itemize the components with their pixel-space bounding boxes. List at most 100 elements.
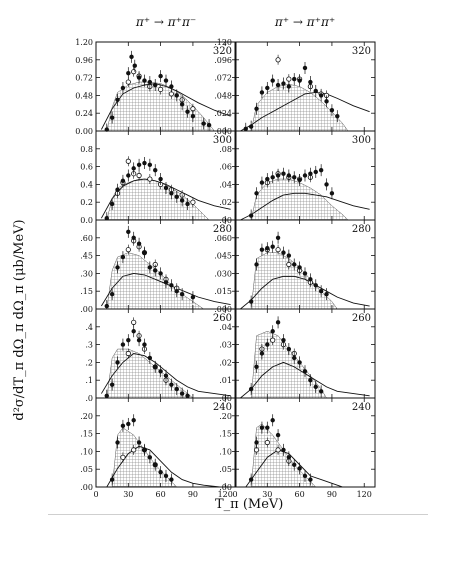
data-point-filled	[308, 477, 313, 482]
data-point-filled	[147, 162, 153, 168]
x-tick-label: 60	[295, 490, 305, 499]
data-point-filled	[297, 265, 302, 270]
data-point-filled	[179, 291, 185, 297]
data-point-filled	[275, 173, 281, 178]
data-point-filled	[313, 88, 318, 94]
data-point-filled	[126, 421, 131, 427]
data-point-filled	[297, 78, 302, 83]
data-point-filled	[265, 342, 270, 347]
data-point-filled	[286, 346, 292, 352]
data-point-filled	[270, 329, 275, 334]
y-tick-label: 0.72	[75, 74, 93, 83]
data-point-filled	[248, 124, 254, 129]
data-point-filled	[153, 462, 158, 467]
data-point-filled	[185, 393, 190, 398]
x-tick-label: 30	[123, 490, 133, 499]
data-point-filled	[147, 265, 153, 270]
column-title-right: π⁺ → π⁺π⁺	[274, 15, 335, 29]
y-tick-label: 0.48	[75, 91, 93, 100]
data-point-filled	[104, 303, 109, 309]
energy-label: 320	[213, 46, 232, 57]
panel-pim-320: 0.00 0.24 0.48 0.72 0.96 1.20 320	[75, 38, 237, 136]
data-point-filled	[147, 79, 153, 85]
y-tick-label: .04	[219, 180, 232, 189]
model-curve	[240, 91, 370, 132]
data-point-filled	[324, 182, 329, 187]
y-tick-label: .045	[214, 252, 232, 261]
data-point-filled	[281, 171, 286, 176]
data-point-filled	[136, 75, 142, 80]
y-tick-label: .05	[219, 465, 232, 474]
y-tick-label: .05	[80, 465, 93, 474]
y-tick-label: .04	[219, 323, 232, 332]
panel-pim-260: .0 .1 .2 .3 .4 260	[85, 308, 237, 403]
panels: 0.000.240.480.720.961.20320.000.024.048.…	[75, 38, 376, 499]
y-tick-label: .02	[219, 198, 232, 207]
y-tick-label: .10	[80, 447, 93, 456]
y-tick-label: .072	[214, 74, 232, 83]
energy-label: 240	[213, 402, 232, 413]
y-tick-label: .45	[80, 252, 93, 261]
data-point-filled	[126, 337, 131, 343]
y-tick-label: 0.6	[80, 163, 93, 172]
y-tick-label: .02	[219, 358, 232, 367]
data-point-filled	[131, 235, 136, 240]
data-point-open	[125, 158, 131, 164]
data-point-filled	[109, 382, 115, 387]
data-point-filled	[286, 253, 292, 258]
bottom-rule	[48, 514, 428, 515]
y-tick-label: .3	[85, 341, 93, 350]
data-point-filled	[132, 63, 137, 68]
data-point-open	[158, 86, 164, 93]
data-point-filled	[136, 241, 142, 246]
y-tick-label: .60	[80, 234, 93, 243]
y-tick-label: .10	[219, 447, 232, 456]
data-point-filled	[281, 447, 286, 453]
data-point-filled	[292, 262, 297, 267]
data-point-filled	[131, 418, 136, 423]
data-point-filled	[292, 175, 297, 180]
data-point-open	[190, 199, 196, 205]
y-tick-label: .15	[219, 430, 232, 439]
data-point-filled	[142, 78, 147, 83]
data-point-filled	[324, 291, 329, 297]
data-point-open	[286, 261, 292, 268]
data-point-filled	[313, 384, 318, 390]
energy-label: 260	[213, 313, 232, 324]
data-point-filled	[286, 455, 292, 460]
y-tick-label: .1	[85, 376, 93, 385]
panel-pip-240: .00 .05 .10 .15 .20 0 30 60 90 120 240	[219, 397, 376, 499]
data-point-open	[147, 176, 153, 182]
data-point-filled	[313, 283, 318, 288]
data-point-filled	[158, 369, 163, 374]
data-point-filled	[163, 280, 169, 285]
data-point-filled	[129, 54, 134, 60]
y-tick-label: .03	[219, 341, 232, 350]
data-point-filled	[190, 294, 196, 300]
y-tick-label: .030	[214, 269, 232, 278]
data-point-filled	[126, 70, 131, 76]
data-point-filled	[147, 355, 153, 361]
data-point-filled	[142, 342, 147, 347]
phase-space-band	[250, 84, 349, 132]
data-point-filled	[169, 382, 174, 387]
x-tick-label: 30	[262, 490, 272, 499]
data-point-open	[131, 447, 137, 453]
data-point-filled	[142, 160, 147, 166]
y-tick-label: .096	[214, 56, 232, 65]
data-point-filled	[302, 473, 308, 479]
data-point-filled	[131, 329, 136, 334]
data-point-filled	[254, 262, 259, 267]
y-tick-label: .15	[80, 287, 93, 296]
data-point-filled	[259, 90, 265, 95]
data-point-filled	[153, 82, 158, 88]
y-tick-label: .015	[214, 287, 232, 296]
data-point-open	[125, 247, 131, 253]
data-point-filled	[270, 418, 275, 423]
data-point-filled	[158, 271, 163, 276]
y-axis-label: d²σ/dT_π dΩ_π dΩ_π (μb/MeV)	[12, 219, 27, 421]
data-point-filled	[190, 113, 196, 119]
